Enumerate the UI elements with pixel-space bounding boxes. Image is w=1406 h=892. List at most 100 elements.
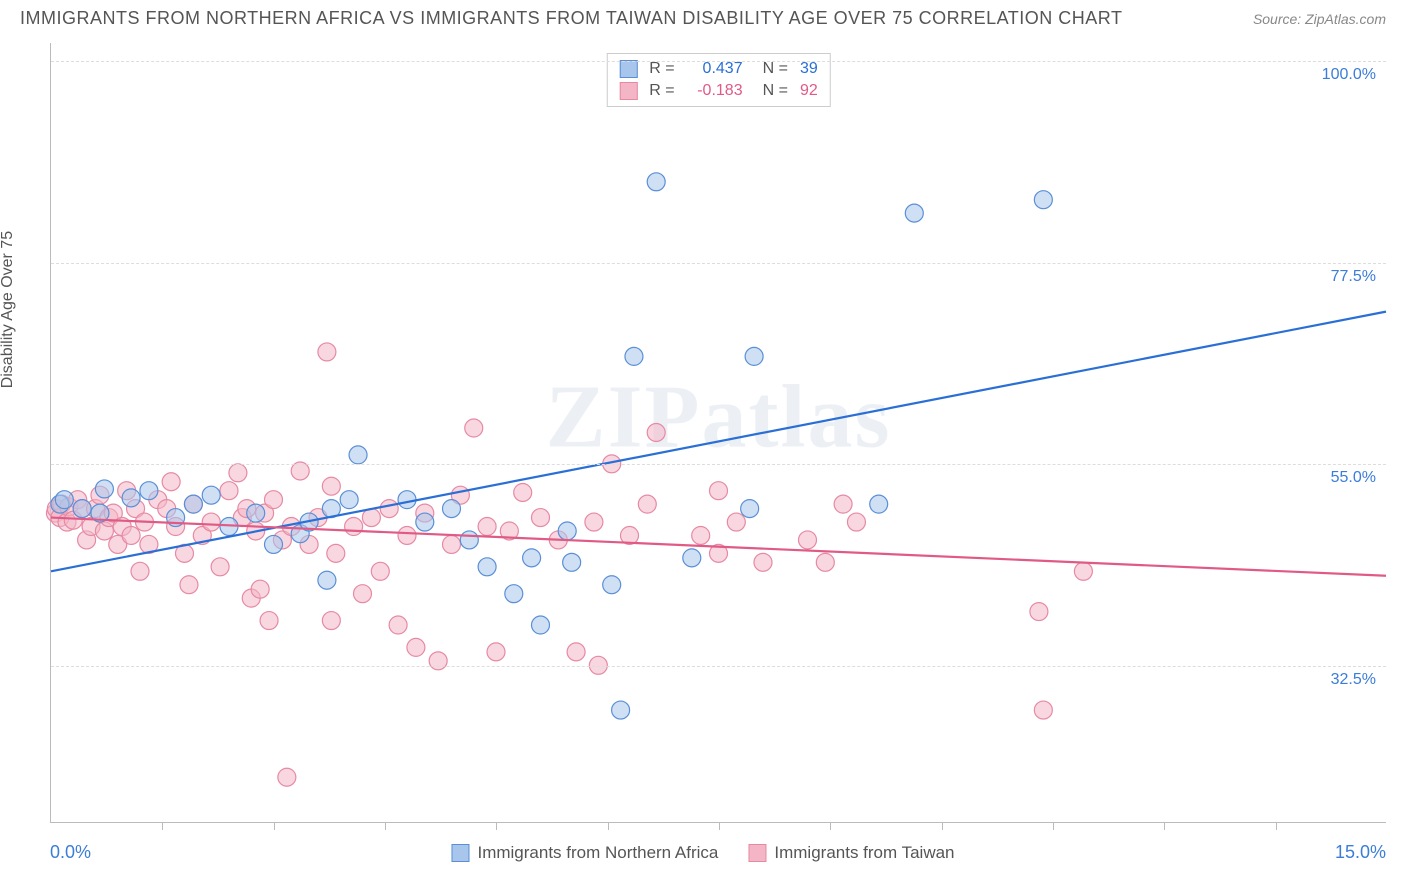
x-tick <box>385 822 386 830</box>
data-point <box>567 643 585 661</box>
data-point <box>318 343 336 361</box>
gridline <box>51 666 1386 667</box>
chart-source: Source: ZipAtlas.com <box>1253 11 1386 27</box>
data-point <box>278 768 296 786</box>
trend-line <box>51 312 1386 572</box>
chart-title: IMMIGRANTS FROM NORTHERN AFRICA VS IMMIG… <box>20 8 1122 29</box>
data-point <box>638 495 656 513</box>
data-point <box>710 482 728 500</box>
data-point <box>162 473 180 491</box>
data-point <box>229 464 247 482</box>
data-point <box>612 701 630 719</box>
data-point <box>389 616 407 634</box>
data-point <box>380 500 398 518</box>
data-point <box>131 562 149 580</box>
n-label: N = <box>763 82 788 100</box>
data-point <box>647 424 665 442</box>
plot-area: ZIPatlas R =0.437N =39R =-0.183N =92 32.… <box>50 43 1386 823</box>
data-point <box>184 495 202 513</box>
scatter-plot <box>51 43 1386 822</box>
y-tick-label: 77.5% <box>1331 268 1376 286</box>
data-point <box>354 585 372 603</box>
data-point <box>211 558 229 576</box>
data-point <box>460 531 478 549</box>
y-axis-label: Disability Age Over 75 <box>0 231 17 388</box>
data-point <box>95 480 113 498</box>
data-point <box>247 504 265 522</box>
data-point <box>322 477 340 495</box>
trend-line <box>51 518 1386 576</box>
data-point <box>465 419 483 437</box>
data-point <box>727 513 745 531</box>
gridline <box>51 263 1386 264</box>
data-point <box>478 558 496 576</box>
data-point <box>585 513 603 531</box>
data-point <box>834 495 852 513</box>
chart-container: Disability Age Over 75 ZIPatlas R =0.437… <box>0 33 1406 883</box>
data-point <box>563 553 581 571</box>
r-label: R = <box>649 60 674 78</box>
n-value: 39 <box>800 60 818 78</box>
data-point <box>73 500 91 518</box>
data-point <box>603 576 621 594</box>
data-point <box>140 482 158 500</box>
data-point <box>202 486 220 504</box>
data-point <box>265 535 283 553</box>
x-tick <box>496 822 497 830</box>
data-point <box>532 509 550 527</box>
data-point <box>322 612 340 630</box>
n-label: N = <box>763 60 788 78</box>
data-point <box>398 491 416 509</box>
data-point <box>745 347 763 365</box>
legend-item: Immigrants from Northern Africa <box>451 843 718 863</box>
data-point <box>349 446 367 464</box>
data-point <box>345 518 363 536</box>
data-point <box>443 535 461 553</box>
series-legend: Immigrants from Northern Africa Immigrant… <box>451 843 954 863</box>
data-point <box>327 544 345 562</box>
data-point <box>340 491 358 509</box>
data-point <box>816 553 834 571</box>
data-point <box>487 643 505 661</box>
data-point <box>505 585 523 603</box>
legend-item: Immigrants from Taiwan <box>748 843 954 863</box>
data-point <box>180 576 198 594</box>
data-point <box>870 495 888 513</box>
legend-swatch <box>619 60 637 78</box>
x-axis-max-label: 15.0% <box>1335 842 1386 863</box>
legend-swatch <box>748 844 766 862</box>
data-point <box>1030 603 1048 621</box>
x-tick <box>1053 822 1054 830</box>
data-point <box>532 616 550 634</box>
r-value: 0.437 <box>683 60 743 78</box>
y-tick-label: 32.5% <box>1331 671 1376 689</box>
data-point <box>443 500 461 518</box>
data-point <box>260 612 278 630</box>
chart-header: IMMIGRANTS FROM NORTHERN AFRICA VS IMMIG… <box>0 0 1406 33</box>
x-tick <box>942 822 943 830</box>
data-point <box>905 204 923 222</box>
data-point <box>799 531 817 549</box>
r-label: R = <box>649 82 674 100</box>
x-tick <box>274 822 275 830</box>
x-tick <box>608 822 609 830</box>
data-point <box>122 489 140 507</box>
data-point <box>202 513 220 531</box>
legend-swatch <box>619 82 637 100</box>
data-point <box>625 347 643 365</box>
data-point <box>398 526 416 544</box>
legend-label: Immigrants from Taiwan <box>774 843 954 863</box>
correlation-legend-row: R =-0.183N =92 <box>619 80 817 102</box>
data-point <box>847 513 865 531</box>
data-point <box>318 571 336 589</box>
x-tick <box>1164 822 1165 830</box>
r-value: -0.183 <box>683 82 743 100</box>
gridline <box>51 464 1386 465</box>
data-point <box>1034 701 1052 719</box>
data-point <box>478 518 496 536</box>
x-tick <box>719 822 720 830</box>
data-point <box>754 553 772 571</box>
legend-label: Immigrants from Northern Africa <box>477 843 718 863</box>
data-point <box>514 484 532 502</box>
data-point <box>407 638 425 656</box>
